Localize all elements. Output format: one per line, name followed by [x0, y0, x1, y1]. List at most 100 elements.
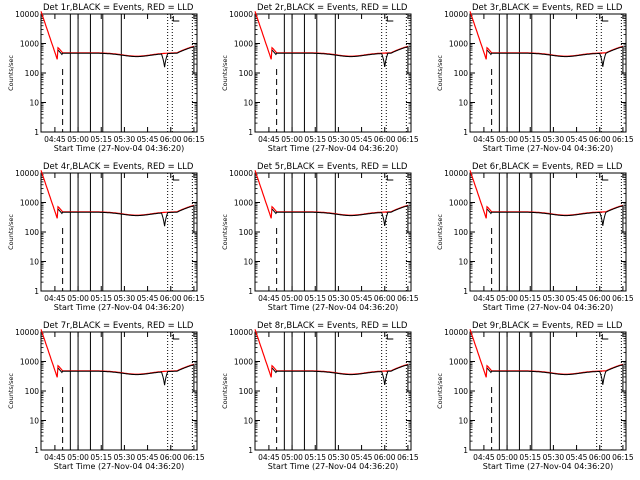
y-axis-label: Counts/sec: [7, 214, 15, 250]
plot-frame: [469, 331, 627, 451]
panel-4: Det 4r,BLACK = Events, RED = LLD 1 10 100 10…: [7, 162, 205, 312]
x-tick-label: 05:00: [496, 294, 518, 303]
y-axis-label: Counts/sec: [221, 55, 229, 91]
y-tick-label: 10000: [229, 328, 253, 337]
y-tick-label: 10: [29, 99, 39, 108]
x-tick-label: 05:45: [351, 453, 373, 462]
x-tick-label: 05:30: [328, 135, 350, 144]
bracket-marker: [386, 175, 394, 181]
bracket-marker: [172, 16, 180, 22]
x-axis-label: Start Time (27-Nov-04 04:36:20): [483, 144, 613, 153]
panel-title: Det 4r,BLACK = Events, RED = LLD: [43, 162, 194, 172]
x-tick-label: 05:30: [114, 135, 136, 144]
y-tick-label: 10: [29, 258, 39, 267]
x-axis-label: Start Time (27-Nov-04 04:36:20): [483, 303, 613, 312]
y-axis-label: Counts/sec: [436, 373, 444, 409]
y-tick-label: 100: [25, 228, 40, 237]
panel-title: Det 2r,BLACK = Events, RED = LLD: [257, 3, 408, 13]
y-tick-label: 10000: [15, 10, 39, 19]
events-series-line: [57, 205, 195, 227]
x-tick-label: 06:00: [589, 453, 611, 462]
x-tick-label: 06:15: [612, 453, 634, 462]
y-tick-label: 1: [463, 446, 468, 455]
y-tick-label: 1000: [234, 199, 253, 208]
y-tick-label: 1000: [20, 40, 39, 49]
x-tick-label: 05:30: [543, 135, 565, 144]
bracket-marker: [172, 175, 180, 181]
y-tick-label: 10000: [15, 328, 39, 337]
y-tick-label: 10: [458, 258, 468, 267]
x-tick-label: 05:30: [114, 294, 136, 303]
x-tick-label: 06:15: [612, 135, 634, 144]
x-tick-label: 05:30: [328, 453, 350, 462]
y-tick-label: 100: [454, 387, 469, 396]
y-tick-label: 100: [454, 228, 469, 237]
y-tick-label: 100: [454, 69, 469, 78]
x-axis-label: Start Time (27-Nov-04 04:36:20): [268, 462, 398, 471]
panel-7: Det 7r,BLACK = Events, RED = LLD 1 10 100 10…: [7, 321, 205, 471]
x-tick-label: 06:00: [374, 294, 396, 303]
x-tick-label: 04:45: [258, 453, 280, 462]
x-tick-label: 05:45: [566, 294, 588, 303]
x-tick-label: 05:00: [67, 294, 89, 303]
x-tick-label: 06:15: [183, 453, 205, 462]
events-series-line: [271, 364, 409, 385]
y-tick-label: 1000: [20, 358, 39, 367]
x-axis-label: Start Time (27-Nov-04 04:36:20): [54, 303, 184, 312]
y-axis-label: Counts/sec: [221, 214, 229, 250]
x-tick-label: 06:15: [612, 294, 634, 303]
x-tick-label: 05:15: [90, 135, 112, 144]
x-tick-label: 05:00: [281, 135, 303, 144]
x-tick-label: 05:30: [328, 294, 350, 303]
y-tick-label: 10: [243, 258, 253, 267]
y-tick-label: 1000: [20, 199, 39, 208]
x-tick-label: 06:15: [183, 294, 205, 303]
plot-frame: [40, 172, 198, 292]
y-tick-label: 1: [34, 128, 39, 137]
y-tick-label: 1000: [449, 40, 468, 49]
y-tick-label: 10: [243, 417, 253, 426]
plot-frame: [254, 13, 412, 133]
bracket-marker: [601, 16, 609, 22]
y-tick-label: 100: [25, 69, 40, 78]
y-axis-label: Counts/sec: [7, 373, 15, 409]
x-tick-label: 06:00: [589, 135, 611, 144]
x-tick-label: 06:15: [183, 135, 205, 144]
x-tick-label: 06:00: [160, 453, 182, 462]
x-tick-label: 05:45: [137, 135, 159, 144]
x-axis-label: Start Time (27-Nov-04 04:36:20): [54, 144, 184, 153]
x-tick-label: 05:45: [137, 294, 159, 303]
y-axis-label: Counts/sec: [436, 55, 444, 91]
y-tick-label: 10: [29, 417, 39, 426]
x-tick-label: 05:15: [304, 453, 326, 462]
y-tick-label: 1: [248, 287, 253, 296]
panel-title: Det 8r,BLACK = Events, RED = LLD: [257, 321, 408, 331]
y-tick-label: 1000: [449, 358, 468, 367]
x-tick-label: 06:15: [397, 294, 419, 303]
x-tick-label: 06:15: [397, 135, 419, 144]
panel-title: Det 9r,BLACK = Events, RED = LLD: [472, 321, 623, 331]
x-tick-label: 05:00: [281, 453, 303, 462]
y-tick-label: 10000: [15, 169, 39, 178]
events-series-line: [486, 205, 624, 226]
panel-title: Det 7r,BLACK = Events, RED = LLD: [43, 321, 194, 331]
x-tick-label: 04:45: [473, 135, 495, 144]
bracket-marker: [172, 334, 180, 340]
x-tick-label: 04:45: [473, 294, 495, 303]
bracket-marker: [386, 16, 394, 22]
y-tick-label: 100: [239, 228, 254, 237]
x-axis-label: Start Time (27-Nov-04 04:36:20): [54, 462, 184, 471]
y-tick-label: 1000: [234, 358, 253, 367]
x-tick-label: 06:00: [374, 453, 396, 462]
x-tick-label: 06:00: [589, 294, 611, 303]
x-tick-label: 04:45: [44, 453, 66, 462]
events-series-line: [486, 364, 624, 385]
panel-8: Det 8r,BLACK = Events, RED = LLD 1 10 100 10…: [221, 321, 419, 471]
events-series-line: [57, 364, 195, 386]
x-tick-label: 05:15: [519, 294, 541, 303]
events-series-line: [57, 46, 195, 68]
plot-frame: [40, 13, 198, 133]
x-tick-label: 04:45: [44, 294, 66, 303]
x-tick-label: 04:45: [258, 294, 280, 303]
